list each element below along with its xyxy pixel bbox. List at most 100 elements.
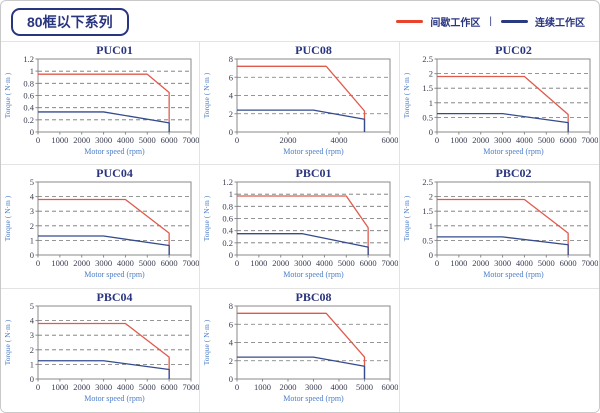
x-axis-label: Motor speed (rpm) — [84, 394, 145, 403]
intermittent-zone-line — [38, 323, 170, 380]
y-tick-label: 8 — [229, 301, 233, 311]
y-axis-label: Torque ( N·m ) — [202, 320, 211, 366]
x-tick-label: 5000 — [538, 135, 555, 145]
x-tick-label: 4000 — [316, 258, 333, 268]
x-tick-label: 5000 — [338, 258, 355, 268]
y-tick-label: 0.5 — [423, 236, 434, 246]
x-tick-label: 0 — [36, 135, 40, 145]
intermittent-zone-line — [38, 199, 170, 256]
chart-svg-pbc02: PBC02 0 0.5 1 1.5 2 2.5 0 1000 2000 3000 4000 5000 60… — [402, 166, 599, 279]
x-tick-label: 2000 — [280, 135, 297, 145]
y-tick-label: 5 — [30, 301, 34, 311]
x-tick-label: 6000 — [161, 135, 178, 145]
chart-cell-puc02: PUC02 0 0.5 1 1.5 2 2.5 0 1000 2000 3000 4000 5000 60… — [399, 42, 599, 166]
x-tick-label: 5000 — [139, 382, 156, 392]
y-tick-label: 2 — [429, 192, 433, 202]
x-tick-label: 6000 — [161, 258, 178, 268]
x-tick-label: 2000 — [280, 382, 297, 392]
x-tick-label: 3000 — [305, 382, 322, 392]
chart-title: PUC01 — [96, 43, 133, 57]
chart-svg-puc08: PUC08 0 2 4 6 8 0 2000 4000 6000 Motor speed (rpm)… — [202, 43, 398, 156]
y-tick-label: 0.6 — [24, 91, 35, 101]
chart-svg-pbc04: PBC04 0 1 2 3 4 5 0 1000 2000 3000 4000 5000 6000 7000… — [3, 290, 199, 403]
chart-title: PUC08 — [296, 43, 333, 57]
x-axis-label: Motor speed (rpm) — [484, 147, 545, 156]
x-tick-label: 0 — [36, 382, 40, 392]
y-tick-label: 1 — [429, 98, 433, 108]
x-tick-label: 2000 — [273, 258, 290, 268]
x-tick-label: 1000 — [52, 258, 69, 268]
y-tick-label: 0 — [229, 250, 233, 260]
x-tick-label: 4000 — [331, 135, 348, 145]
y-tick-label: 0 — [30, 250, 34, 260]
y-axis-label: Torque ( N·m ) — [402, 72, 411, 118]
y-tick-label: 4 — [229, 91, 234, 101]
x-axis-label: Motor speed (rpm) — [284, 147, 345, 156]
x-tick-label: 3000 — [95, 258, 112, 268]
x-tick-label: 0 — [435, 135, 439, 145]
x-tick-label: 7000 — [582, 258, 599, 268]
y-tick-label: 0.8 — [24, 78, 35, 88]
x-tick-label: 6000 — [560, 135, 577, 145]
x-tick-label: 4000 — [117, 258, 134, 268]
x-tick-label: 4000 — [117, 382, 134, 392]
y-tick-label: 0.2 — [223, 238, 234, 248]
intermittent-line-swatch — [396, 19, 424, 23]
y-tick-label: 1.2 — [223, 177, 234, 187]
x-tick-label: 0 — [235, 258, 239, 268]
y-tick-label: 8 — [229, 54, 233, 64]
continuous-zone-line — [437, 236, 570, 256]
y-tick-label: 1.5 — [423, 207, 434, 217]
x-tick-label: 1000 — [251, 258, 268, 268]
y-tick-label: 1 — [429, 221, 433, 231]
y-tick-label: 2 — [229, 356, 233, 366]
legend-separator: | — [489, 15, 492, 27]
y-tick-label: 3 — [30, 207, 34, 217]
y-tick-label: 3 — [30, 331, 34, 341]
y-tick-label: 0 — [30, 127, 34, 137]
x-tick-label: 2000 — [73, 135, 90, 145]
y-tick-label: 4 — [30, 192, 35, 202]
y-tick-label: 0.8 — [223, 202, 234, 212]
y-tick-label: 1.2 — [24, 54, 35, 64]
y-tick-label: 2 — [30, 221, 34, 231]
x-tick-label: 2000 — [473, 258, 490, 268]
chart-svg-puc02: PUC02 0 0.5 1 1.5 2 2.5 0 1000 2000 3000 4000 5000 60… — [402, 43, 598, 156]
intermittent-zone-line — [237, 195, 370, 256]
y-tick-label: 6 — [229, 320, 233, 330]
x-tick-label: 7000 — [183, 258, 200, 268]
y-tick-label: 4 — [229, 338, 234, 348]
x-tick-label: 6000 — [382, 382, 399, 392]
chart-cell-pbc02: PBC02 0 0.5 1 1.5 2 2.5 0 1000 2000 3000 4000 5000 60… — [399, 165, 599, 289]
x-axis-label: Motor speed (rpm) — [284, 394, 345, 403]
x-tick-label: 2000 — [473, 135, 490, 145]
y-tick-label: 0 — [229, 374, 233, 384]
intermittent-zone-line — [437, 199, 570, 256]
x-tick-label: 3000 — [494, 258, 511, 268]
intermittent-zone-line — [38, 73, 170, 133]
continuous-zone-line — [237, 109, 366, 133]
x-tick-label: 3000 — [95, 135, 112, 145]
x-tick-label: 2000 — [73, 258, 90, 268]
chart-title: PUC04 — [96, 166, 133, 180]
y-tick-label: 0 — [429, 250, 433, 260]
y-tick-label: 2.5 — [423, 177, 434, 187]
header: 80框以下系列 间歇工作区 | 连续工作区 — [1, 1, 599, 41]
x-tick-label: 6000 — [161, 382, 178, 392]
x-tick-label: 5000 — [139, 258, 156, 268]
y-axis-label: Torque ( N·m ) — [202, 72, 211, 118]
y-tick-label: 0.5 — [423, 113, 434, 123]
chart-cell-puc08: PUC08 0 2 4 6 8 0 2000 4000 6000 Motor speed (rpm)… — [200, 42, 400, 166]
y-tick-label: 0.2 — [24, 115, 35, 125]
chart-cell-puc04: PUC04 0 1 2 3 4 5 0 1000 2000 3000 4000 5000 6000 7000… — [1, 165, 201, 289]
x-tick-label: 0 — [435, 258, 439, 268]
plot-frame — [436, 58, 591, 133]
y-tick-label: 1 — [30, 66, 34, 76]
y-tick-label: 2 — [229, 109, 233, 119]
x-tick-label: 4000 — [117, 135, 134, 145]
x-tick-label: 1000 — [451, 135, 468, 145]
x-axis-label: Motor speed (rpm) — [484, 270, 545, 279]
y-tick-label: 1.5 — [423, 83, 434, 93]
